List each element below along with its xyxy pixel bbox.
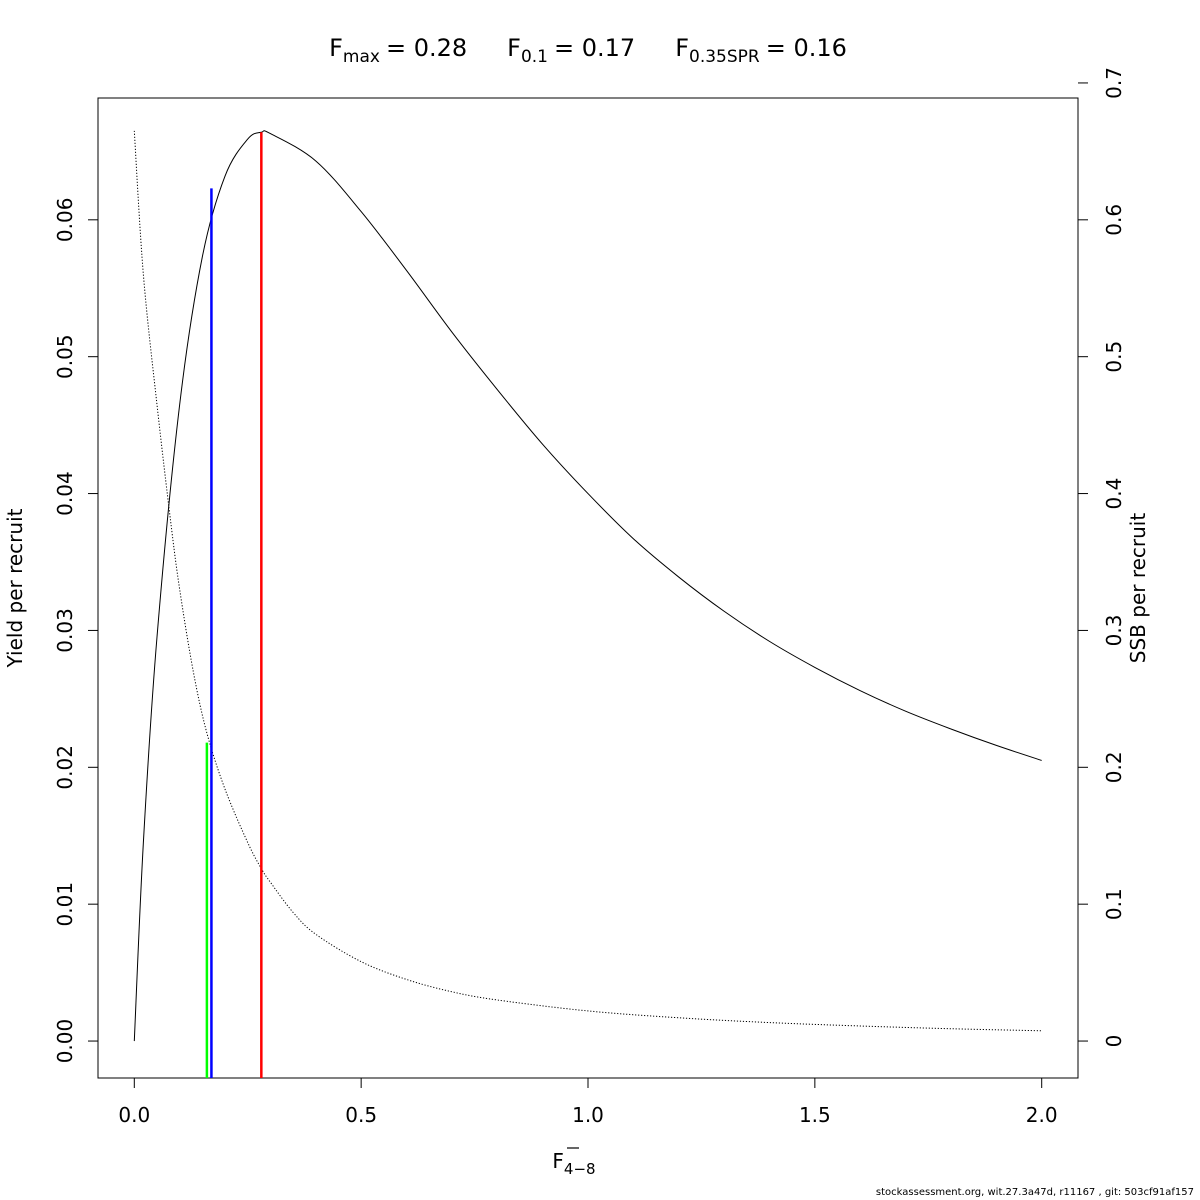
ssb-per-recruit-line	[133, 130, 1042, 1032]
x-axis-label: F4−8	[552, 1149, 595, 1178]
y-right-tick-label: 0.4	[1102, 478, 1126, 510]
x-tick-label: 2.0	[1026, 1103, 1058, 1127]
chart-title: Fmax = 0.28 F0.1 = 0.17 F0.35SPR = 0.16	[329, 34, 847, 67]
y-left-tick-label: 0.05	[53, 334, 77, 379]
y-right-tick-label: 0.6	[1102, 204, 1126, 236]
title-fmax-main: F	[329, 34, 343, 62]
y-right-tick-label: 0.5	[1102, 341, 1126, 373]
y-right-tick-label: 0	[1102, 1035, 1126, 1048]
y-left-tick-label: 0.06	[53, 198, 77, 243]
y-right-tick-label: 0.7	[1102, 67, 1126, 99]
chart-marks: 0.0 0.5 1.0 1.5 2.0 0.00 0.01 0.02 0.03 0.04 0.05 0…	[53, 67, 1126, 1127]
y-right-tick-label: 0.2	[1102, 751, 1126, 783]
y-right-tick-label: 0.3	[1102, 615, 1126, 647]
y-left-tick-label: 0.04	[53, 471, 77, 516]
title-fmax-sub: max	[343, 47, 380, 67]
x-tick-label: 0.5	[345, 1103, 377, 1127]
title-f01-value: = 0.17	[554, 34, 635, 62]
x-axis-label-sub: 4−8	[564, 1160, 596, 1178]
title-fspr-main: F	[675, 34, 689, 62]
x-tick-label: 0.0	[118, 1103, 150, 1127]
y-left-axis-label: Yield per recruit	[3, 508, 27, 668]
title-fspr-sub: 0.35SPR	[689, 47, 760, 67]
yield-per-recruit-line	[133, 130, 1042, 1042]
title-fspr-value: = 0.16	[766, 34, 847, 62]
y-left-tick-label: 0.02	[53, 745, 77, 790]
title-f01-sub: 0.1	[521, 47, 548, 67]
footer-source: stockassessment.org, wit.27.3a47d, r1116…	[875, 1187, 1194, 1198]
plot-frame	[97, 97, 1079, 1079]
y-right-axis-label: SSB per recruit	[1126, 513, 1150, 664]
y-right-tick-label: 0.1	[1102, 888, 1126, 920]
x-tick-label: 1.5	[799, 1103, 831, 1127]
x-axis-label-main: F	[552, 1149, 564, 1173]
y-left-tick-label: 0.01	[53, 882, 77, 927]
title-f01-main: F	[507, 34, 521, 62]
y-left-tick-label: 0.03	[53, 608, 77, 653]
title-fmax-value: = 0.28	[386, 34, 467, 62]
x-tick-label: 1.0	[572, 1103, 604, 1127]
y-left-tick-label: 0.00	[53, 1019, 77, 1064]
